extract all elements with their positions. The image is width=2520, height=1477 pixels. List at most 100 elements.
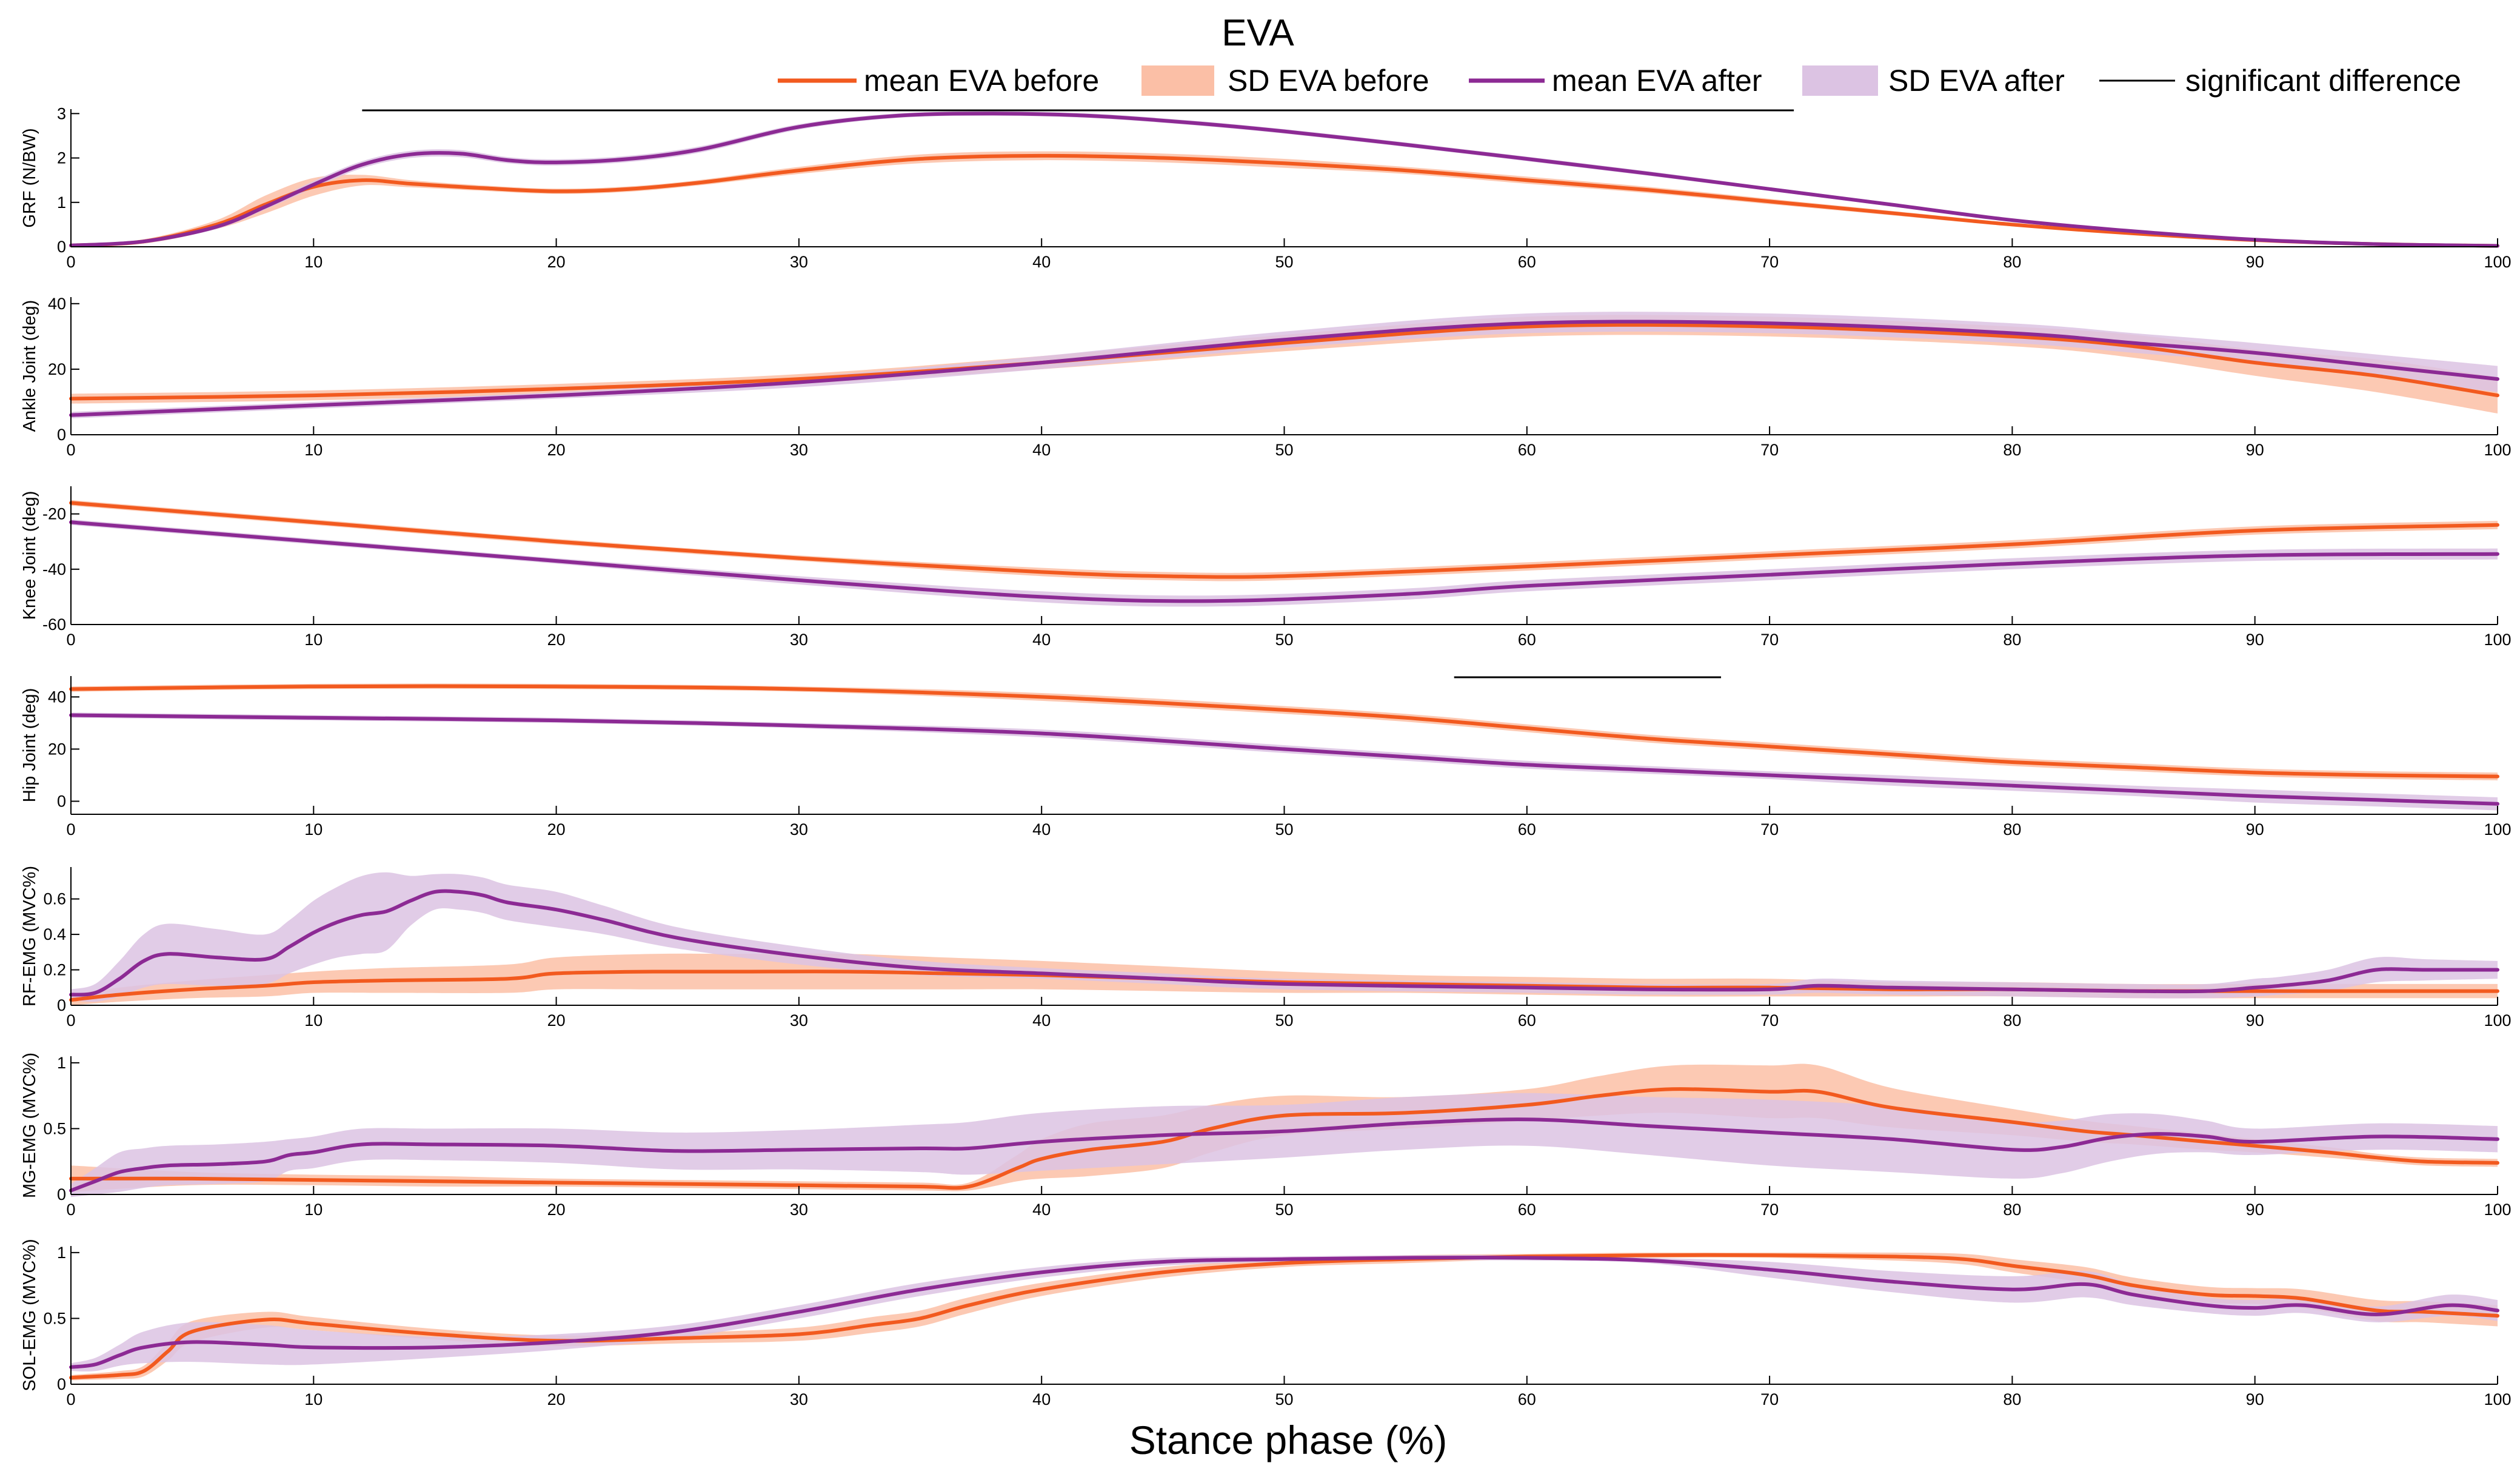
x-tick-label: 0	[66, 1390, 75, 1408]
y-axis-title: GRF (N/BW)	[20, 128, 39, 227]
x-tick-label: 30	[790, 1201, 808, 1219]
x-tick-label: 50	[1275, 441, 1293, 459]
legend-item: SD EVA before	[1141, 64, 1429, 98]
x-tick-label: 10	[304, 1011, 323, 1030]
x-tick-label: 80	[2003, 1011, 2021, 1030]
y-tick-label: 3	[57, 104, 66, 122]
x-tick-label: 80	[2003, 1201, 2021, 1219]
y-axis-title: MG-EMG (MVC%)	[20, 1053, 39, 1198]
x-tick-label: 30	[790, 253, 808, 271]
x-tick-label: 50	[1275, 253, 1293, 271]
y-axis-title: Ankle Joint (deg)	[20, 300, 39, 432]
legend-label: significant difference	[2185, 64, 2461, 98]
y-axis-title: Hip Joint (deg)	[20, 688, 39, 803]
y-tick-label: 0	[57, 1185, 66, 1204]
panel-2: 0 10 20 30 40 50 60 70 80 90 100 0 20 40 Ankle Joint (…	[20, 295, 2512, 459]
series-line	[69, 1253, 2499, 1380]
y-axis-title: RF-EMG (MVC%)	[20, 866, 39, 1006]
y-tick-label: 0	[57, 1375, 66, 1393]
x-tick-label: 90	[2246, 1011, 2264, 1030]
panel-4: 0 10 20 30 40 50 60 70 80 90 100 0 20 40 Hip Joint (de…	[20, 676, 2512, 839]
series-line	[69, 1117, 2499, 1193]
x-tick-label: 40	[1032, 631, 1051, 649]
x-tick-label: 0	[66, 441, 75, 459]
x-tick-label: 100	[2484, 1011, 2511, 1030]
x-tick-label: 60	[1518, 1011, 1536, 1030]
x-tick-label: 90	[2246, 253, 2264, 271]
y-tick-label: 0.4	[43, 925, 66, 943]
legend-label: mean EVA after	[1552, 64, 1762, 98]
x-tick-label: 10	[304, 631, 323, 649]
x-tick-label: 60	[1518, 1201, 1536, 1219]
series-line	[69, 1256, 2499, 1369]
y-tick-label: 1	[57, 193, 66, 212]
series-line	[69, 520, 2499, 603]
x-tick-label: 80	[2003, 631, 2021, 649]
y-tick-label: 0.5	[43, 1309, 66, 1327]
legend-item: SD EVA after	[1802, 64, 2065, 98]
panel-6: 0 10 20 30 40 50 60 70 80 90 100 0 0.5 1 MG-EMG (MVC%)	[20, 1053, 2512, 1219]
x-tick-label: 70	[1760, 1011, 1779, 1030]
x-tick-label: 80	[2003, 253, 2021, 271]
sd-band	[71, 1093, 2498, 1197]
x-tick-label: 10	[304, 1201, 323, 1219]
x-tick-label: 0	[66, 631, 75, 649]
x-tick-label: 90	[2246, 1390, 2264, 1408]
y-tick-label: 20	[48, 360, 66, 378]
x-tick-label: 30	[790, 820, 808, 839]
x-tick-label: 0	[66, 1201, 75, 1219]
x-axis-title: Stance phase (%)	[1129, 1418, 1448, 1462]
sd-band	[71, 312, 2498, 418]
sd-band	[71, 1254, 2498, 1372]
x-tick-label: 40	[1032, 820, 1051, 839]
series-line	[69, 323, 2499, 401]
legend-swatch	[1802, 65, 1878, 96]
x-tick-label: 100	[2484, 1390, 2511, 1408]
x-tick-label: 50	[1275, 1390, 1293, 1408]
panel-5: 0 10 20 30 40 50 60 70 80 90 100 0 0.2 0.4 0.6RF-EMG (…	[20, 866, 2512, 1030]
series-line	[69, 684, 2499, 779]
y-tick-label: 0	[57, 996, 66, 1014]
x-tick-label: 70	[1760, 253, 1779, 271]
legend-item: significant difference	[2099, 64, 2461, 98]
x-tick-label: 60	[1518, 441, 1536, 459]
x-tick-label: 40	[1032, 1390, 1051, 1408]
x-tick-label: 50	[1275, 1201, 1293, 1219]
series-line	[69, 889, 2499, 997]
series-line	[69, 153, 2499, 248]
x-tick-label: 30	[790, 1390, 808, 1408]
legend-item: mean EVA before	[778, 64, 1099, 98]
x-tick-label: 0	[66, 253, 75, 271]
x-tick-label: 90	[2246, 820, 2264, 839]
x-tick-label: 100	[2484, 820, 2511, 839]
chart-title: EVA	[1222, 12, 1294, 54]
sd-band	[71, 712, 2498, 811]
legend: mean EVA before SD EVA before mean EVA aft…	[778, 64, 2461, 98]
x-tick-label: 20	[547, 441, 566, 459]
x-tick-label: 60	[1518, 820, 1536, 839]
legend-label: SD EVA before	[1228, 64, 1429, 98]
x-tick-label: 90	[2246, 631, 2264, 649]
x-tick-label: 40	[1032, 1201, 1051, 1219]
x-tick-label: 0	[66, 1011, 75, 1030]
legend-label: SD EVA after	[1888, 64, 2065, 98]
y-axis-title: Knee Joint (deg)	[20, 491, 39, 620]
x-tick-label: 30	[790, 441, 808, 459]
y-tick-label: 0	[57, 426, 66, 444]
x-tick-label: 70	[1760, 631, 1779, 649]
y-tick-label: 0.6	[43, 890, 66, 908]
series-line	[69, 501, 2499, 579]
y-tick-label: 1	[57, 1054, 66, 1072]
x-tick-label: 70	[1760, 820, 1779, 839]
x-tick-label: 60	[1518, 1390, 1536, 1408]
legend-label: mean EVA before	[864, 64, 1099, 98]
y-tick-label: 1	[57, 1244, 66, 1262]
x-tick-label: 100	[2484, 253, 2511, 271]
y-tick-label: 40	[48, 295, 66, 313]
y-tick-label: -20	[42, 505, 66, 523]
panel-7: 0 10 20 30 40 50 60 70 80 90 100 0 0.5 1 SOL-EMG (MVC%…	[20, 1239, 2512, 1408]
